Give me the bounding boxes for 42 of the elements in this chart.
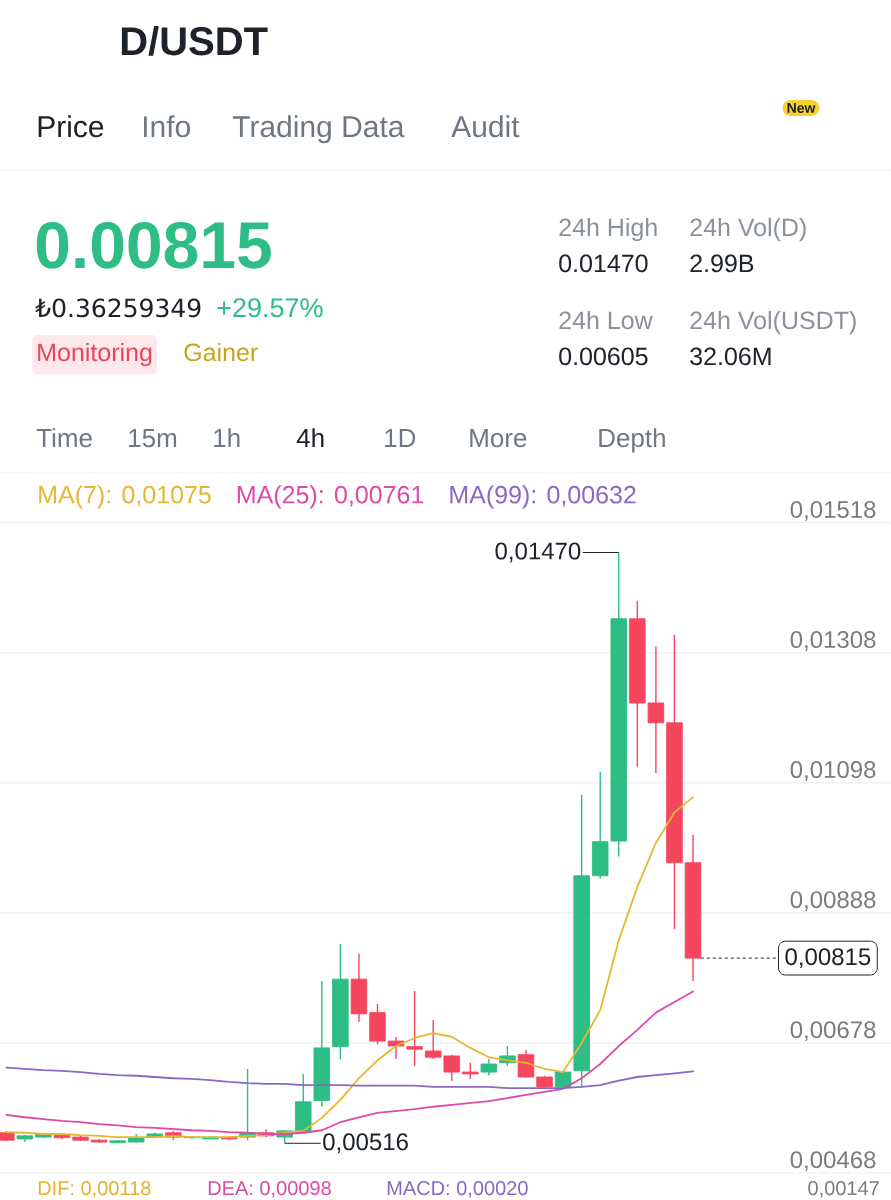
text: 24h Vol(D) xyxy=(690,217,806,242)
text: Price xyxy=(38,115,104,138)
text: +29.57% xyxy=(217,298,323,318)
text: Depth xyxy=(599,428,665,453)
text: 4h xyxy=(296,428,324,447)
text: Gainer xyxy=(184,342,258,362)
y-tick-label: 0,01518 xyxy=(790,501,876,521)
y-tick-label: 0,00888 xyxy=(790,891,876,911)
text: Time xyxy=(36,428,92,448)
text: New xyxy=(787,103,816,113)
text: 1D xyxy=(385,429,416,447)
text: 0,00815 xyxy=(785,948,871,969)
text: DEA: 0,00098 xyxy=(208,1181,331,1198)
annotation: 0,01470 xyxy=(495,542,581,563)
text: 0.01470 xyxy=(559,254,648,273)
text: 15m xyxy=(129,429,177,448)
text: 0.00605 xyxy=(559,347,648,366)
y-tick-label: 0,01308 xyxy=(790,631,876,651)
annotation: 0,00516 xyxy=(323,1133,408,1154)
text: 24h Low xyxy=(559,310,653,330)
text: 24h High xyxy=(559,217,657,242)
text: MA(7): 0,01075 xyxy=(39,485,211,509)
y-tick-label: 0,01098 xyxy=(790,761,876,781)
text: 0,00147 xyxy=(808,1181,879,1198)
text: 0.00815 xyxy=(36,221,271,269)
text: 32.06M xyxy=(690,347,771,366)
text: Trading Data xyxy=(232,115,405,144)
text: 2.99B xyxy=(690,254,754,273)
text: Monitoring xyxy=(38,342,152,367)
y-tick-label: 0,00468 xyxy=(790,1151,876,1172)
text: MACD: 0,00020 xyxy=(387,1181,528,1198)
chart-title: D/USDT xyxy=(121,26,268,56)
text: DIF: 0,00118 xyxy=(38,1181,151,1198)
text: MA(99): 0,00632 xyxy=(450,485,636,509)
text: 1h xyxy=(214,428,240,447)
text: MA(25): 0,00761 xyxy=(237,485,424,509)
text: More xyxy=(470,429,527,448)
y-tick-label: 0,00678 xyxy=(790,1021,876,1042)
text: ₺0.36259349 xyxy=(35,298,201,318)
text: Info xyxy=(143,115,190,138)
text: Audit xyxy=(451,115,520,138)
text: 24h Vol(USDT) xyxy=(690,310,856,335)
